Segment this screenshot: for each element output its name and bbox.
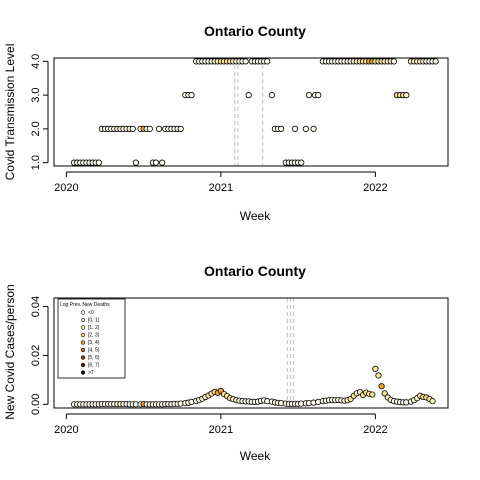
y-tick-label: 0.02 (30, 345, 42, 366)
y-tick-label: 2.0 (30, 121, 42, 136)
axes: 2020 2021 2022 0.00 0.02 0.04 (30, 296, 388, 436)
x-tick-label: 2020 (54, 424, 78, 436)
data-point (305, 92, 313, 99)
x-tick-label: 2022 (363, 424, 387, 436)
legend-swatch (80, 325, 86, 330)
x-tick-label: 2022 (363, 182, 387, 194)
legend-entry-label: [4, 5) (88, 348, 100, 354)
data-point (152, 159, 160, 166)
x-axis-label: Week (240, 449, 271, 463)
data-point (375, 372, 382, 379)
legend-entry-label: [2, 3) (88, 333, 100, 339)
new-cases-chart: Ontario County Week New Covid Cases/pers… (3, 263, 449, 463)
legend-swatch (80, 317, 86, 323)
legend-swatch (80, 310, 86, 315)
data-point (403, 92, 410, 99)
data-point (146, 125, 153, 132)
data-points (70, 365, 436, 408)
y-tick-label: 0.00 (30, 394, 42, 415)
y-axis-label: New Covid Cases/person (3, 284, 17, 419)
data-point (132, 159, 139, 166)
legend-entry-label: <0 (88, 310, 94, 316)
x-axis-label: Week (240, 209, 271, 223)
data-point (432, 58, 439, 65)
y-tick-label: 4.0 (30, 54, 42, 69)
legend-swatch (80, 362, 86, 368)
data-point (302, 125, 309, 132)
legend-swatch (80, 340, 86, 345)
legend-entry-label: [0, 1) (88, 318, 100, 324)
y-tick-label: 0.04 (30, 296, 42, 317)
legend-entry-label: [1, 2) (88, 325, 100, 331)
legend-entry-label: >7 (88, 370, 94, 376)
legend-title: Log Prev. New Deaths (60, 302, 110, 308)
y-tick-label: 3.0 (30, 87, 42, 102)
data-point (159, 159, 166, 166)
data-point (381, 390, 388, 397)
x-tick-label: 2020 (54, 182, 78, 194)
data-point (95, 159, 102, 166)
data-point (155, 125, 163, 132)
axes: 2020 2021 2022 1.0 2.0 3.0 4.0 (30, 54, 388, 194)
legend-swatch (80, 370, 86, 375)
reference-lines (286, 298, 295, 408)
data-point (390, 58, 398, 65)
plot-frame (53, 297, 449, 409)
data-point (369, 391, 376, 398)
legend-swatch (80, 355, 86, 360)
legend-swatch (80, 332, 86, 338)
data-point (372, 365, 379, 372)
data-point (129, 125, 136, 132)
data-point (378, 383, 385, 390)
legend-box (57, 298, 126, 379)
data-point (177, 125, 184, 132)
y-axis-label: Covid Transmission Level (3, 44, 17, 181)
legend-entry-label: [3, 4) (88, 340, 100, 346)
plot-frame (53, 57, 449, 167)
legend: Log Prev. New Deaths <0 [0, 1)[1, 2) [2, 3)… (57, 298, 126, 379)
data-point (268, 92, 275, 99)
legend-entry-label: [5, 6) (88, 355, 100, 361)
data-point (315, 92, 322, 99)
x-tick-label: 2021 (209, 182, 233, 194)
data-point (310, 125, 317, 132)
legend-swatch (80, 347, 86, 353)
x-tick-label: 2021 (209, 424, 233, 436)
data-point (278, 125, 285, 132)
data-point (264, 58, 271, 65)
data-point (291, 125, 299, 132)
reference-lines (234, 58, 264, 166)
data-point (242, 58, 249, 65)
data-point (188, 92, 195, 99)
data-points (70, 58, 439, 166)
legend-entry-label: [6, 7) (88, 363, 100, 369)
chart-title: Ontario County (204, 263, 306, 279)
data-point (298, 159, 305, 166)
y-tick-label: 1.0 (30, 155, 42, 170)
data-point (245, 92, 252, 99)
data-point (429, 398, 436, 405)
transmission-level-chart: Ontario County Week Covid Transmission L… (3, 23, 449, 223)
chart-title: Ontario County (204, 23, 306, 39)
